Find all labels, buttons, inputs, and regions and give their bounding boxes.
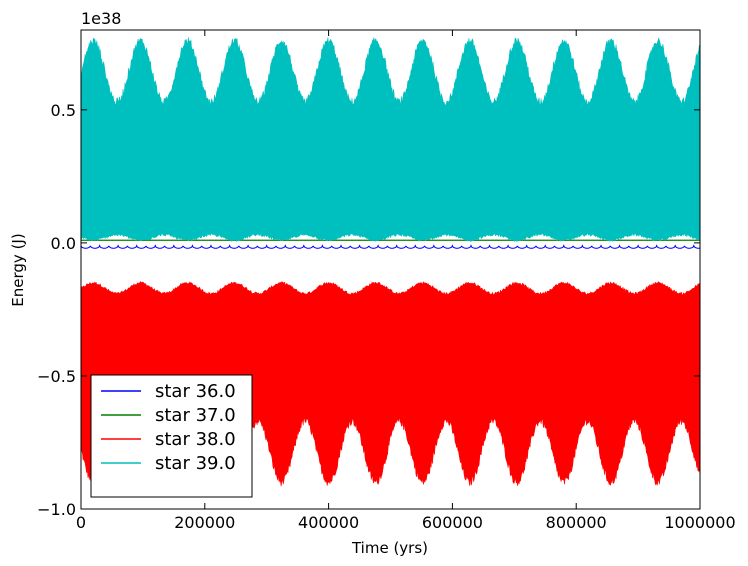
y-axis-label: Energy (J) xyxy=(9,233,27,306)
x-tick-label: 800000 xyxy=(546,513,607,532)
legend-entry-label: star 38.0 xyxy=(155,429,236,450)
x-tick-label: 1000000 xyxy=(664,513,735,532)
y-tick-label: −0.5 xyxy=(37,367,76,386)
legend-entry-label: star 39.0 xyxy=(155,453,236,474)
series-line-star-36-0 xyxy=(80,244,700,249)
legend-entry-label: star 37.0 xyxy=(155,405,236,426)
x-tick-label: 0 xyxy=(76,513,86,532)
x-tick-label: 600000 xyxy=(422,513,483,532)
legend-entry-label: star 36.0 xyxy=(155,381,236,402)
axis-ticks: 0 200000 400000 600000 800000 1000000 −1.0 −0.5… xyxy=(37,30,736,532)
y-offset-text: 1e38 xyxy=(81,9,121,28)
y-tick-label: 0.0 xyxy=(51,234,76,253)
legend: star 36.0 star 37.0 star 38.0 star 39.0 xyxy=(90,374,253,498)
x-axis-label: Time (yrs) xyxy=(351,539,428,557)
x-tick-label: 200000 xyxy=(174,513,235,532)
series-band-star-39-0 xyxy=(80,36,701,243)
legend-box xyxy=(90,374,253,498)
axes-frame xyxy=(80,29,701,510)
x-tick-label: 400000 xyxy=(298,513,359,532)
y-tick-label: 0.5 xyxy=(51,101,76,120)
y-tick-label: −1.0 xyxy=(37,500,76,519)
